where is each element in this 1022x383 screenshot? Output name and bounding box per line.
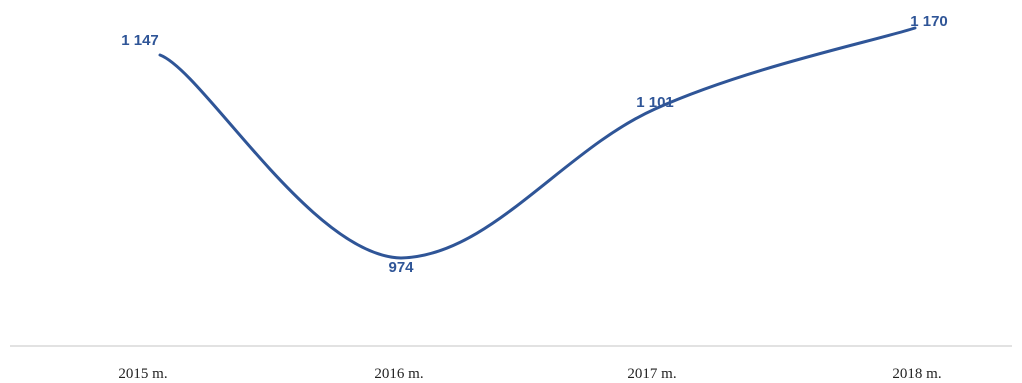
data-label: 1 170: [910, 13, 948, 30]
data-label: 1 101: [636, 94, 674, 111]
series-line: [158, 26, 917, 260]
x-tick-label: 2018 m.: [892, 366, 941, 382]
data-label: 1 147: [121, 32, 159, 49]
x-tick-label: 2016 m.: [374, 366, 423, 382]
x-tick-label: 2017 m.: [627, 366, 676, 382]
data-label: 974: [388, 259, 414, 276]
x-tick-label: 2015 m.: [118, 366, 167, 382]
